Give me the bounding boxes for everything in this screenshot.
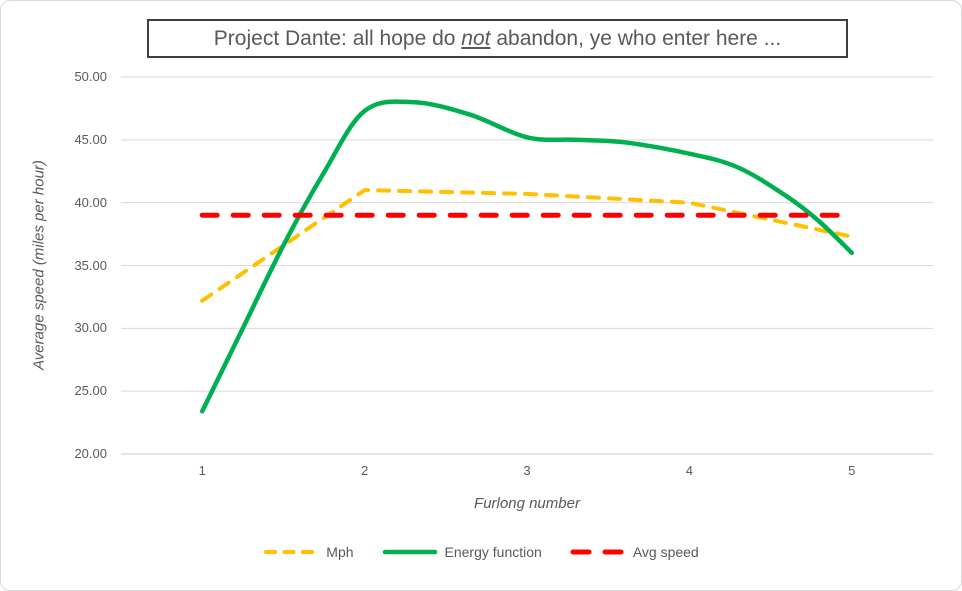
x-tick-label: 4	[685, 463, 693, 478]
legend-label-mph: Mph	[326, 544, 354, 560]
legend-label-avg-speed: Avg speed	[632, 544, 699, 560]
x-axis-title[interactable]: Furlong number	[474, 495, 580, 512]
legend-line-sample-energy-function	[382, 549, 437, 555]
chart-title-text-suffix: abandon, ye who enter here ...	[490, 26, 782, 50]
series-line-energy-function[interactable]	[199, 99, 855, 414]
legend-item-avg-speed[interactable]: Avg speed	[570, 544, 699, 560]
chart-title-text-emphasis: not	[461, 26, 491, 50]
chart-title-text-prefix: Project Dante: all hope do	[213, 26, 462, 50]
y-tick-label: 45.00	[74, 131, 107, 147]
legend[interactable]: Mph Energy function Avg speed	[1, 544, 961, 560]
x-tick-label: 2	[360, 463, 369, 478]
y-axis-title[interactable]: Average speed (miles per hour)	[30, 160, 48, 370]
y-tick-label: 30.00	[74, 320, 107, 336]
x-tick-label: 3	[523, 463, 531, 478]
legend-label-energy-function: Energy function	[444, 544, 542, 560]
series-line-mph[interactable]	[200, 188, 854, 303]
y-tick-label: 25.00	[74, 383, 107, 399]
y-tick-label: 50.00	[74, 69, 107, 84]
legend-item-energy-function[interactable]: Energy function	[382, 544, 542, 560]
legend-item-mph[interactable]: Mph	[263, 544, 354, 560]
y-tick-label: 35.00	[74, 257, 107, 273]
legend-line-sample-mph	[264, 550, 319, 554]
legend-line-sample-avg-speed	[570, 549, 626, 555]
y-tick-label: 20.00	[74, 446, 107, 461]
y-tick-label: 40.00	[74, 194, 107, 210]
x-tick-label: 1	[198, 463, 206, 478]
x-tick-label: 5	[848, 463, 856, 478]
chart-title[interactable]: Project Dante: all hope do not abandon, …	[147, 19, 848, 58]
